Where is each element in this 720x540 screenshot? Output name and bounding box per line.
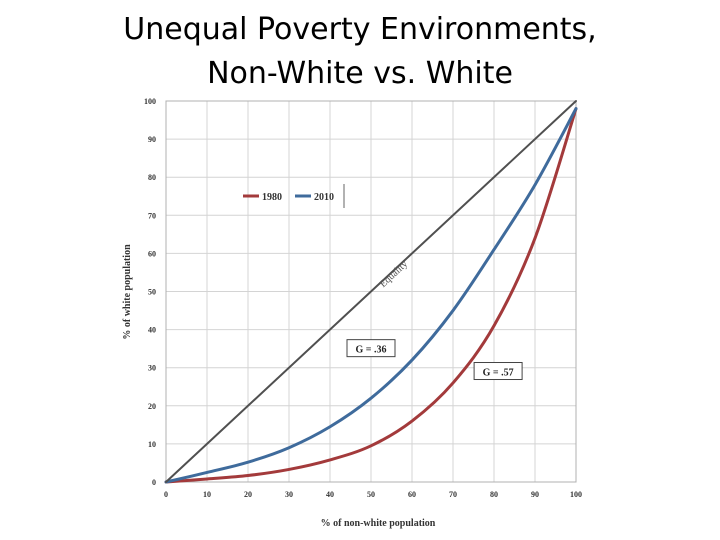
- y-axis-label: % of white population: [122, 244, 133, 340]
- x-tick-label: 60: [408, 490, 416, 499]
- y-tick-label: 20: [148, 402, 156, 411]
- series-line-1980: [164, 107, 578, 484]
- gini-box: [473, 362, 523, 381]
- y-tick-label: 40: [148, 326, 156, 335]
- gini-box: [346, 339, 396, 358]
- series-line-2010: [164, 107, 578, 484]
- y-tick-label: 100: [144, 97, 156, 106]
- y-tick-label: 50: [148, 288, 156, 297]
- x-tick-label: 30: [285, 490, 293, 499]
- legend: 1980 2010: [243, 184, 345, 208]
- x-tick-label: 0: [164, 490, 168, 499]
- annotations: Equality G = .36 G = .57: [346, 259, 523, 381]
- gini-label: G = .57: [483, 368, 514, 379]
- x-tick-label: 100: [570, 490, 582, 499]
- x-tick-label: 10: [203, 490, 211, 499]
- series-lines: [164, 100, 578, 484]
- slide-title: Unequal Poverty Environments, Non-White …: [0, 8, 720, 96]
- x-tick-label: 80: [490, 490, 498, 499]
- y-tick-label: 0: [152, 478, 156, 487]
- series-line-equality: [165, 100, 577, 483]
- y-tick-label: 60: [148, 249, 156, 258]
- y-tick-label: 70: [148, 211, 156, 220]
- legend-label-2010: 2010: [314, 192, 334, 203]
- equality-label: Equality: [378, 259, 410, 290]
- x-tick-label: 50: [367, 490, 375, 499]
- gini-label: G = .36: [356, 345, 387, 356]
- tick-labels: 0 10 20 30 40 50 60 70 80 90 100 0 10 20 30 40 50 60 70 80 9…: [144, 97, 582, 499]
- x-axis-label: % of non-white population: [321, 518, 436, 529]
- y-tick-label: 30: [148, 364, 156, 373]
- title-line-2: Non-White vs. White: [207, 56, 513, 91]
- y-tick-label: 10: [148, 440, 156, 449]
- plot-frame: [165, 100, 577, 483]
- y-tick-label: 90: [148, 135, 156, 144]
- legend-label-1980: 1980: [262, 192, 282, 203]
- x-tick-label: 70: [449, 490, 457, 499]
- y-tick-label: 80: [148, 173, 156, 182]
- x-tick-label: 90: [531, 490, 539, 499]
- x-tick-label: 40: [326, 490, 334, 499]
- title-line-1: Unequal Poverty Environments,: [123, 12, 597, 47]
- x-tick-label: 20: [244, 490, 252, 499]
